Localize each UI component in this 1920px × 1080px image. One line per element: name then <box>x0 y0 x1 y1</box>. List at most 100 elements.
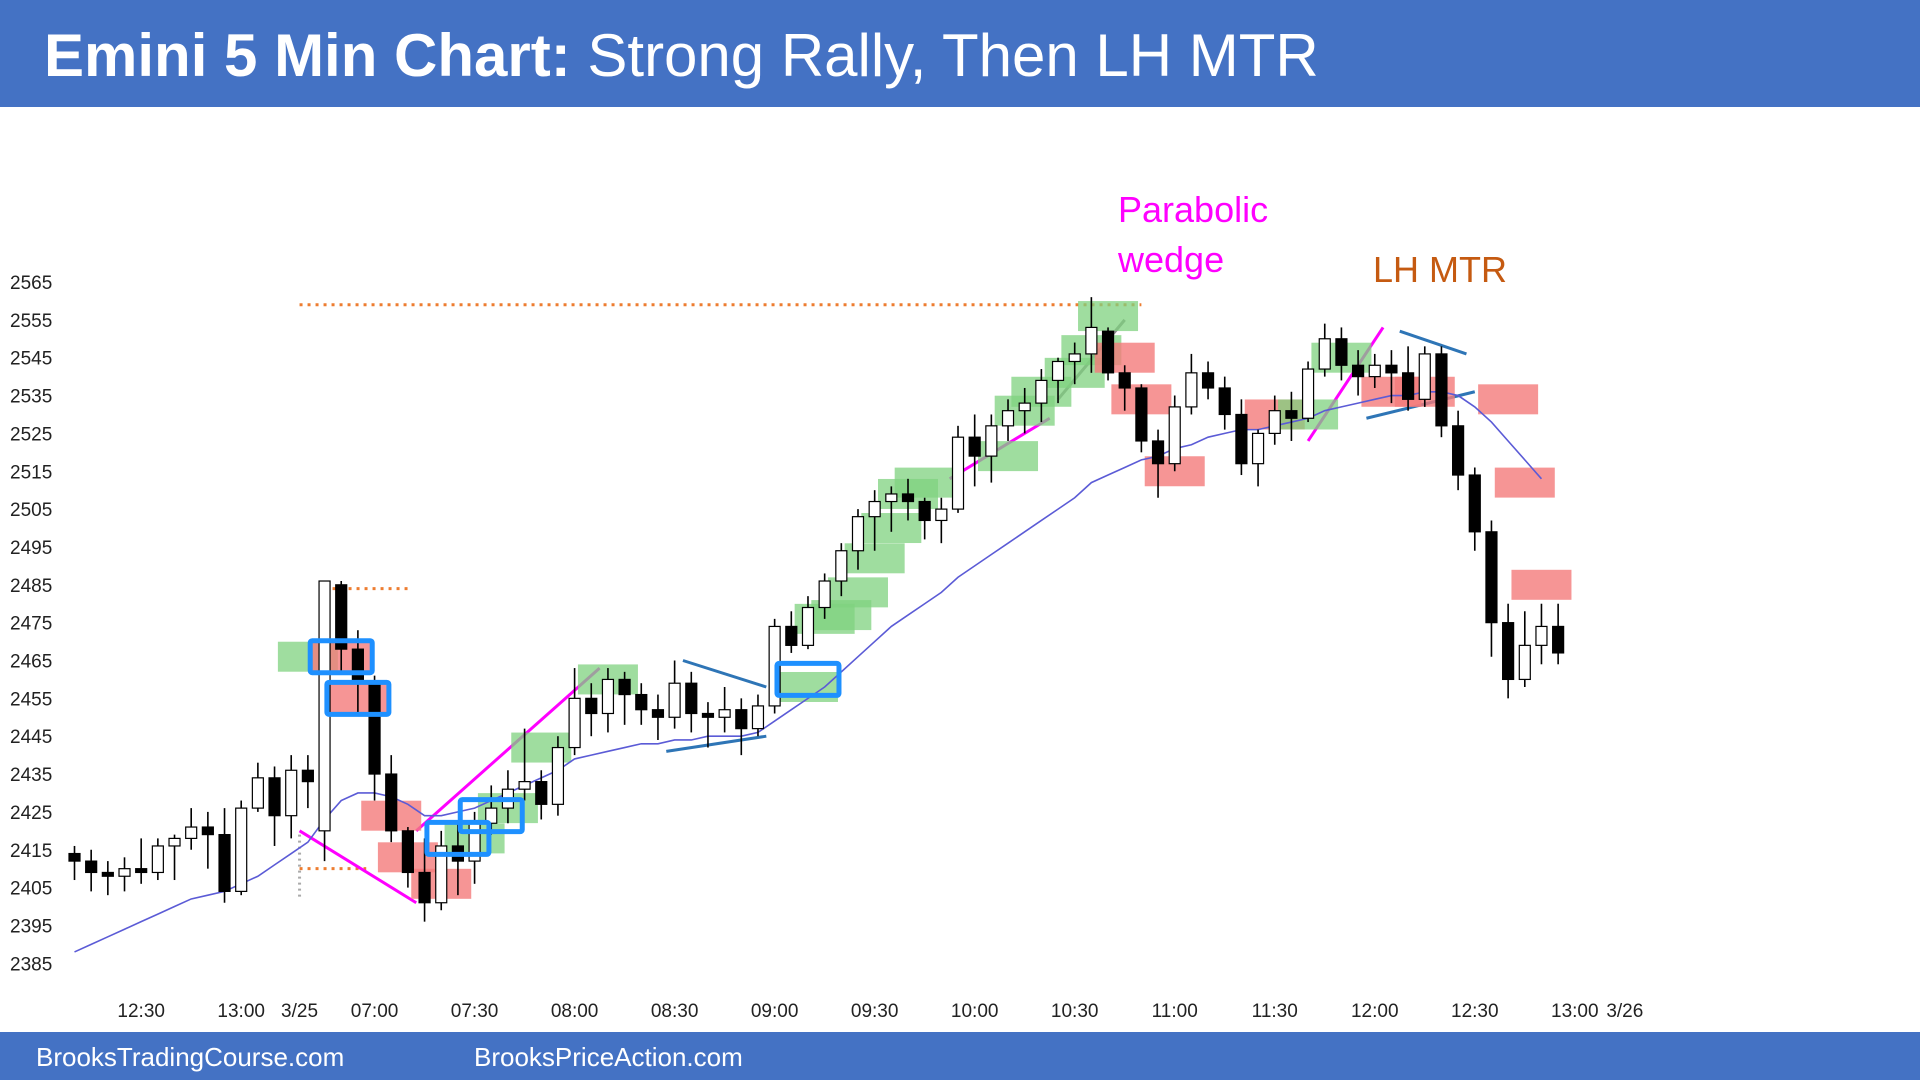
candle <box>818 573 831 619</box>
candle <box>1001 399 1015 441</box>
x-tick-label: 09:00 <box>751 1001 799 1022</box>
candle <box>68 845 81 881</box>
candle-body <box>985 425 998 457</box>
x-tick-label: 12:30 <box>117 1001 165 1022</box>
candle-body <box>718 709 731 718</box>
bear-highlight-box <box>1478 384 1539 415</box>
candle <box>918 497 931 540</box>
candle <box>1235 399 1248 476</box>
candle <box>435 830 448 911</box>
x-tick-label: 08:00 <box>551 1001 599 1022</box>
candle <box>685 671 698 733</box>
candle <box>1535 603 1548 665</box>
candle-body <box>835 550 848 582</box>
candle <box>651 694 665 740</box>
y-tick-label: 2545 <box>10 349 52 370</box>
candle <box>1168 395 1181 472</box>
candle <box>1518 611 1531 687</box>
candle <box>1051 357 1065 404</box>
candle <box>585 683 598 737</box>
ema-line <box>74 390 1543 953</box>
candle <box>1335 327 1348 381</box>
candle <box>718 686 731 733</box>
x-axis: 12:30 13:00 3/25 07:00 07:30 08:00 08:30 09:00 0… <box>117 1001 1643 1022</box>
candle <box>551 736 565 816</box>
x-tick-label: 11:00 <box>1152 1001 1198 1022</box>
candle <box>268 766 281 846</box>
candle-body <box>1185 372 1198 408</box>
annotation-parabolic-line2: wedge <box>1118 239 1225 280</box>
candle <box>801 596 815 650</box>
y-tick-label: 2505 <box>10 500 52 521</box>
candle-body <box>135 868 148 874</box>
y-tick-label: 2445 <box>10 727 52 748</box>
y-tick-label: 2435 <box>10 765 52 786</box>
candle-body <box>885 493 898 503</box>
candle-body <box>735 709 748 730</box>
blue-outline-box <box>457 797 525 835</box>
x-tick-label: 12:30 <box>1451 1001 1499 1022</box>
candle-body <box>1518 644 1531 681</box>
candle-body <box>1035 379 1048 404</box>
candle <box>185 808 198 850</box>
candle-body <box>551 746 565 805</box>
candle <box>785 611 798 653</box>
y-tick-label: 2465 <box>10 652 52 673</box>
x-tick-label: 12:00 <box>1351 1001 1399 1022</box>
candle <box>751 694 765 737</box>
candle <box>1502 603 1515 699</box>
candle <box>1135 384 1148 453</box>
footer-link-price-action[interactable]: BrooksPriceAction.com <box>474 1042 743 1072</box>
candle <box>951 425 965 513</box>
candle-body <box>301 769 314 783</box>
magenta-line <box>415 666 601 832</box>
x-tick-label: 07:00 <box>351 1001 399 1022</box>
candle <box>1101 327 1115 381</box>
y-tick-label: 2525 <box>10 424 52 445</box>
candle-body <box>1401 372 1415 400</box>
footer-link-trading-course[interactable]: BrooksTradingCourse.com <box>36 1042 345 1072</box>
candle <box>1401 346 1415 411</box>
bear-highlight-box <box>1494 467 1555 498</box>
candle-body <box>518 781 531 790</box>
title-rest: Strong Rally, Then LH MTR <box>570 22 1319 89</box>
annotation-parabolic-line1: Parabolic <box>1118 189 1269 230</box>
candle <box>1185 353 1198 415</box>
trend-line <box>1399 329 1467 356</box>
y-tick-label: 2415 <box>10 841 52 862</box>
candle <box>151 838 164 881</box>
candle-body <box>1218 387 1231 416</box>
candle-body <box>251 777 264 809</box>
candlestick-chart: 2385 2395 2405 2415 2425 2435 2445 2455 2465 2475… <box>10 273 1643 1022</box>
blue-outline-box <box>324 679 392 717</box>
candle <box>985 414 998 483</box>
y-tick-label: 2515 <box>10 462 52 483</box>
candle-body <box>1151 440 1165 465</box>
trend-line <box>682 659 767 689</box>
trend-line <box>666 734 767 753</box>
bear-highlight-box <box>1511 569 1572 600</box>
candle <box>318 580 331 862</box>
candle <box>868 490 881 551</box>
blue-outline-box <box>774 660 842 698</box>
candle <box>835 543 848 597</box>
candle <box>251 762 264 812</box>
candle-body <box>151 845 164 874</box>
candle <box>1285 391 1298 441</box>
blue-outline-boxes <box>307 638 842 857</box>
candle-body <box>1018 402 1031 412</box>
x-tick-label: 07:30 <box>451 1001 499 1022</box>
candle-body <box>1168 406 1181 465</box>
candle-body <box>1285 410 1298 419</box>
candle <box>1151 429 1165 498</box>
candle <box>1435 346 1448 438</box>
candle <box>618 671 631 725</box>
candle-body <box>1051 360 1065 382</box>
candle-body <box>1085 326 1098 355</box>
y-tick-label: 2495 <box>10 538 52 559</box>
candle <box>101 861 114 896</box>
y-tick-label: 2555 <box>10 311 52 332</box>
candle <box>168 834 181 881</box>
candle-body <box>1502 622 1515 681</box>
candle <box>1085 297 1098 373</box>
